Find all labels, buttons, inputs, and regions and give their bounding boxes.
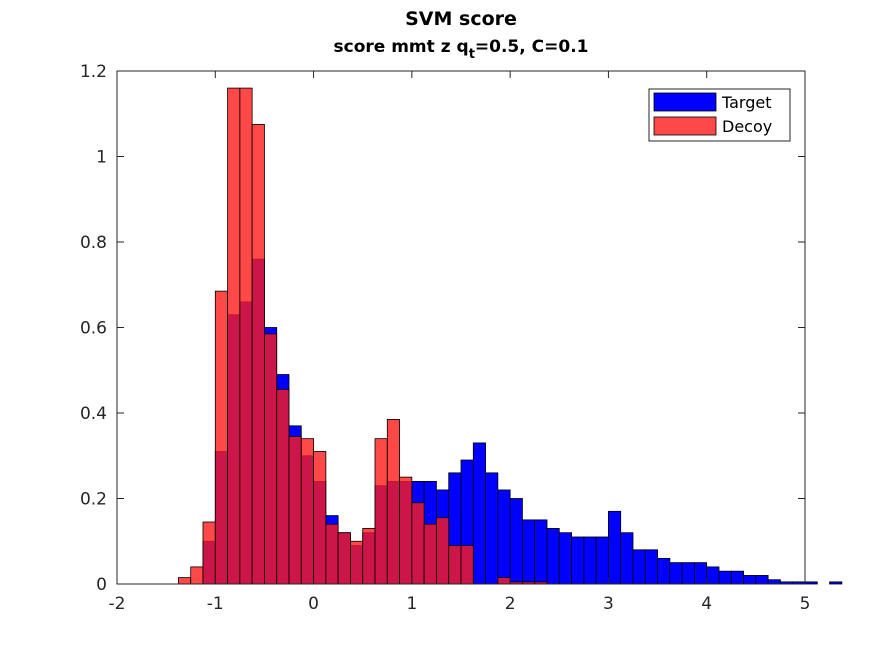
x-tick-label: 1 <box>406 594 417 614</box>
axes-layer: -2 -1 0 1 2 3 4 5 0 0.2 0.4 0.6 0.8 1 1.2 <box>80 62 810 614</box>
bar-target <box>571 536 585 585</box>
bar-target <box>669 562 683 585</box>
bar-decoy <box>337 532 351 585</box>
bar-target <box>829 581 843 585</box>
bar-decoy <box>386 419 400 585</box>
bar-target <box>694 562 708 585</box>
legend-swatch-target <box>653 92 717 112</box>
bar-target <box>509 498 523 585</box>
chart-subtitle: score mmt z qt=0.5, C=0.1 <box>334 37 589 62</box>
x-tick-label: -2 <box>109 594 126 614</box>
bar-decoy <box>251 124 265 585</box>
bar-target <box>767 579 781 585</box>
bar-target <box>644 549 658 585</box>
bar-target <box>743 575 757 585</box>
legend-label-decoy: Decoy <box>722 117 772 136</box>
legend-label-target: Target <box>721 93 772 112</box>
bar-decoy <box>276 389 290 585</box>
x-tick-label: 2 <box>505 594 516 614</box>
subtitle-prefix: score mmt z q <box>334 37 469 57</box>
bar-decoy <box>202 521 216 585</box>
bar-target <box>706 566 720 585</box>
bar-decoy <box>350 540 364 585</box>
bar-decoy <box>190 566 204 585</box>
bar-target <box>608 510 622 585</box>
bar-decoy <box>227 87 241 585</box>
y-tick-label: 1 <box>96 148 107 168</box>
bar-decoy <box>362 528 376 585</box>
bar-target <box>730 570 744 585</box>
bar-decoy <box>411 502 425 585</box>
bar-target <box>583 536 597 585</box>
bar-target <box>620 532 634 585</box>
bar-target <box>497 489 511 585</box>
x-tick-label: 0 <box>308 594 319 614</box>
x-tick-label: -1 <box>207 594 224 614</box>
bar-decoy <box>448 545 462 585</box>
bar-target <box>546 528 560 585</box>
bar-decoy <box>374 438 388 585</box>
bar-decoy <box>300 438 314 585</box>
bar-decoy <box>460 545 474 585</box>
bar-decoy <box>178 577 192 585</box>
bar-target <box>657 557 671 585</box>
subtitle-subscript: t <box>469 47 475 62</box>
legend: Target Decoy <box>648 88 791 142</box>
bar-decoy <box>399 476 413 585</box>
bar-decoy <box>264 333 278 585</box>
bar-decoy <box>288 436 302 585</box>
y-tick-label: 0.6 <box>80 319 107 339</box>
bar-target <box>558 532 572 585</box>
chart-title: SVM score <box>405 8 517 30</box>
bar-target <box>485 472 499 585</box>
x-tick-label: 3 <box>603 594 614 614</box>
bar-target <box>472 442 486 585</box>
bar-decoy <box>313 451 327 585</box>
subtitle-suffix: =0.5, C=0.1 <box>475 37 589 57</box>
series-decoy <box>178 87 548 585</box>
bar-target <box>718 570 732 585</box>
bar-decoy <box>325 523 339 585</box>
bar-target <box>755 575 769 585</box>
y-tick-label: 0 <box>96 575 107 595</box>
bars-layer <box>178 87 843 585</box>
bar-target <box>595 536 609 585</box>
bar-decoy <box>436 517 450 585</box>
bar-target <box>804 581 818 585</box>
y-tick-label: 0.8 <box>80 233 107 253</box>
bar-target <box>522 519 536 585</box>
x-tick-label: 4 <box>701 594 712 614</box>
legend-swatch-decoy <box>653 116 717 136</box>
x-tick-label: 5 <box>800 594 811 614</box>
y-tick-label: 1.2 <box>80 62 107 82</box>
bar-target <box>681 562 695 585</box>
y-tick-label: 0.2 <box>80 490 107 510</box>
bar-decoy <box>239 87 253 585</box>
bar-decoy <box>214 290 228 585</box>
bar-target <box>534 519 548 585</box>
y-tick-label: 0.4 <box>80 404 107 424</box>
bar-target <box>632 549 646 585</box>
bar-decoy <box>497 577 511 585</box>
bar-decoy <box>423 523 437 585</box>
